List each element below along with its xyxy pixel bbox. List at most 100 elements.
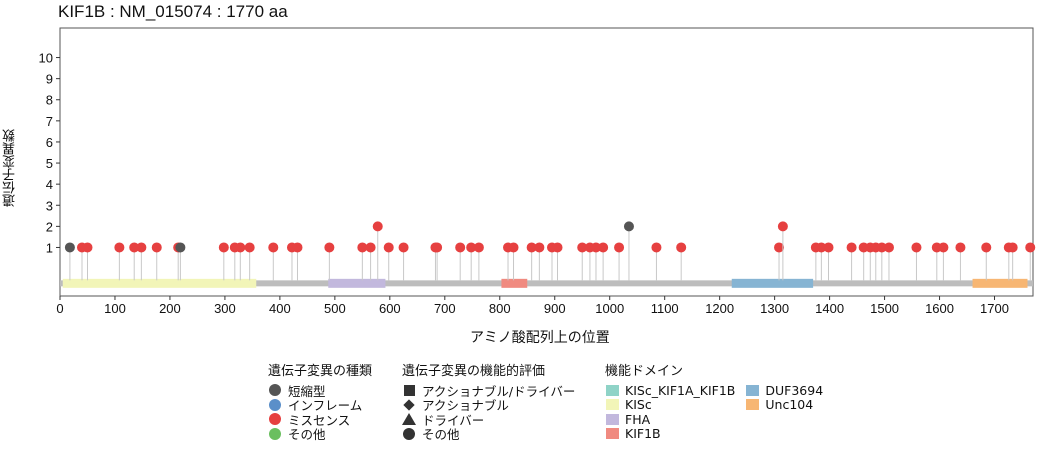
legend-title: 機能ドメイン xyxy=(605,364,684,379)
y-tick-label: 3 xyxy=(46,198,53,213)
x-tick-label: 1300 xyxy=(760,301,789,316)
mutation-point xyxy=(846,242,857,253)
mutation-point xyxy=(911,242,922,253)
y-tick-label: 4 xyxy=(46,177,53,192)
legend-item: インフレーム xyxy=(268,398,372,413)
mutation-point xyxy=(218,242,229,253)
domain-duf3694 xyxy=(731,278,814,288)
y-tick-label: 5 xyxy=(46,156,53,171)
legend-label: 短縮型 xyxy=(288,383,326,399)
mutation-point xyxy=(1007,242,1018,253)
mutation-point xyxy=(235,242,246,253)
mutation-point xyxy=(590,242,601,253)
mutation-point xyxy=(598,242,609,253)
domain-unc104 xyxy=(972,278,1028,288)
mutation-point xyxy=(64,242,75,253)
x-tick-label: 1600 xyxy=(925,301,954,316)
legend-swatch xyxy=(268,427,282,441)
mutation-point xyxy=(676,242,687,253)
y-tick-label: 7 xyxy=(46,114,53,129)
mutation-point xyxy=(114,242,125,253)
mutation-point xyxy=(623,221,634,232)
x-tick-label: 700 xyxy=(434,301,456,316)
legend-functional-evaluation: 遺伝子変異の機能的評価 アクショナブル/ドライバー アクショナブル ドライバー その他 xyxy=(402,360,575,442)
mutation-point xyxy=(82,242,93,253)
mutation-point xyxy=(508,242,519,253)
y-tick-label: 1 xyxy=(46,240,53,255)
x-tick-label: 500 xyxy=(324,301,346,316)
legend-label: その他 xyxy=(288,427,326,443)
mutation-point xyxy=(614,242,625,253)
mutation-point xyxy=(324,242,335,253)
x-tick-label: 900 xyxy=(544,301,566,316)
x-tick-label: 0 xyxy=(56,301,63,316)
legend-item: KISc_KIF1A_KIF1B xyxy=(605,383,735,398)
legend-swatch xyxy=(605,398,619,412)
y-tick-label: 8 xyxy=(46,93,53,108)
legend-label: ミスセンス xyxy=(288,412,351,428)
legend-item: その他 xyxy=(402,427,575,442)
legend-item: その他 xyxy=(268,427,372,442)
legend-swatch xyxy=(745,383,759,397)
mutation-point xyxy=(383,242,394,253)
legend-item: FHA xyxy=(605,412,735,427)
mutation-point xyxy=(292,242,303,253)
x-tick-label: 1100 xyxy=(651,301,679,316)
legend-item: アクショナブル/ドライバー xyxy=(402,383,575,399)
mutation-point xyxy=(244,242,255,253)
legend-title: 遺伝子変異の種類 xyxy=(268,364,373,379)
chart-title: KIF1B : NM_015074 : 1770 aa xyxy=(58,2,288,21)
legend-swatch xyxy=(745,398,759,412)
y-tick-label: 6 xyxy=(46,135,53,150)
y-tick-label: 9 xyxy=(46,72,53,87)
domain-fha xyxy=(328,278,386,288)
legend-label: DUF3694 xyxy=(765,382,824,398)
legend-swatch xyxy=(605,383,619,397)
mutation-point xyxy=(981,242,992,253)
mutation-point xyxy=(938,242,949,253)
triangle-icon xyxy=(402,412,416,426)
legend-item: ドライバー xyxy=(402,412,575,428)
mutation-point xyxy=(268,242,279,253)
legend-swatch xyxy=(605,412,619,426)
x-tick-label: 100 xyxy=(104,301,126,316)
legend-label: KISc_KIF1A_KIF1B xyxy=(625,382,736,398)
legend-label: FHA xyxy=(625,411,651,427)
x-tick-label: 1200 xyxy=(705,301,734,316)
x-tick-label: 300 xyxy=(214,301,236,316)
mutation-point xyxy=(357,242,368,253)
domain-kisc xyxy=(62,278,257,288)
mutation-point xyxy=(577,242,588,253)
mutation-point xyxy=(526,242,537,253)
x-axis-label: アミノ酸配列上の位置 xyxy=(470,330,610,346)
diamond-icon xyxy=(402,398,416,412)
legend-swatch xyxy=(605,427,619,441)
x-tick-label: 1400 xyxy=(815,301,844,316)
mutation-point xyxy=(823,242,834,253)
legend-label: Unc104 xyxy=(765,397,814,413)
legend-item: 短縮型 xyxy=(268,383,372,399)
x-tick-label: 600 xyxy=(379,301,401,316)
legend-label: アクショナブル xyxy=(422,398,509,414)
mutation-point xyxy=(432,242,443,253)
legend-title: 遺伝子変異の機能的評価 xyxy=(402,364,546,379)
mutation-point xyxy=(175,242,186,253)
x-tick-label: 400 xyxy=(269,301,291,316)
legend-mutation-type: 遺伝子変異の種類 短縮型 インフレーム ミスセンス その他 xyxy=(268,360,373,442)
legend-item: アクショナブル xyxy=(402,398,575,413)
mutation-point xyxy=(777,221,788,232)
y-tick-label: 2 xyxy=(46,219,53,234)
mutation-point xyxy=(816,242,827,253)
x-tick-label: 1500 xyxy=(870,301,899,316)
legend-item: KIF1B xyxy=(605,426,735,442)
legend-swatch xyxy=(268,398,282,412)
mutation-point xyxy=(534,242,545,253)
x-tick-label: 800 xyxy=(489,301,511,316)
legend-label: KIF1B xyxy=(625,426,661,442)
legend-label: インフレーム xyxy=(288,398,363,414)
mutation-point xyxy=(651,242,662,253)
legend-swatch xyxy=(268,412,282,426)
legend-swatch xyxy=(268,383,282,397)
mutation-point xyxy=(876,242,887,253)
